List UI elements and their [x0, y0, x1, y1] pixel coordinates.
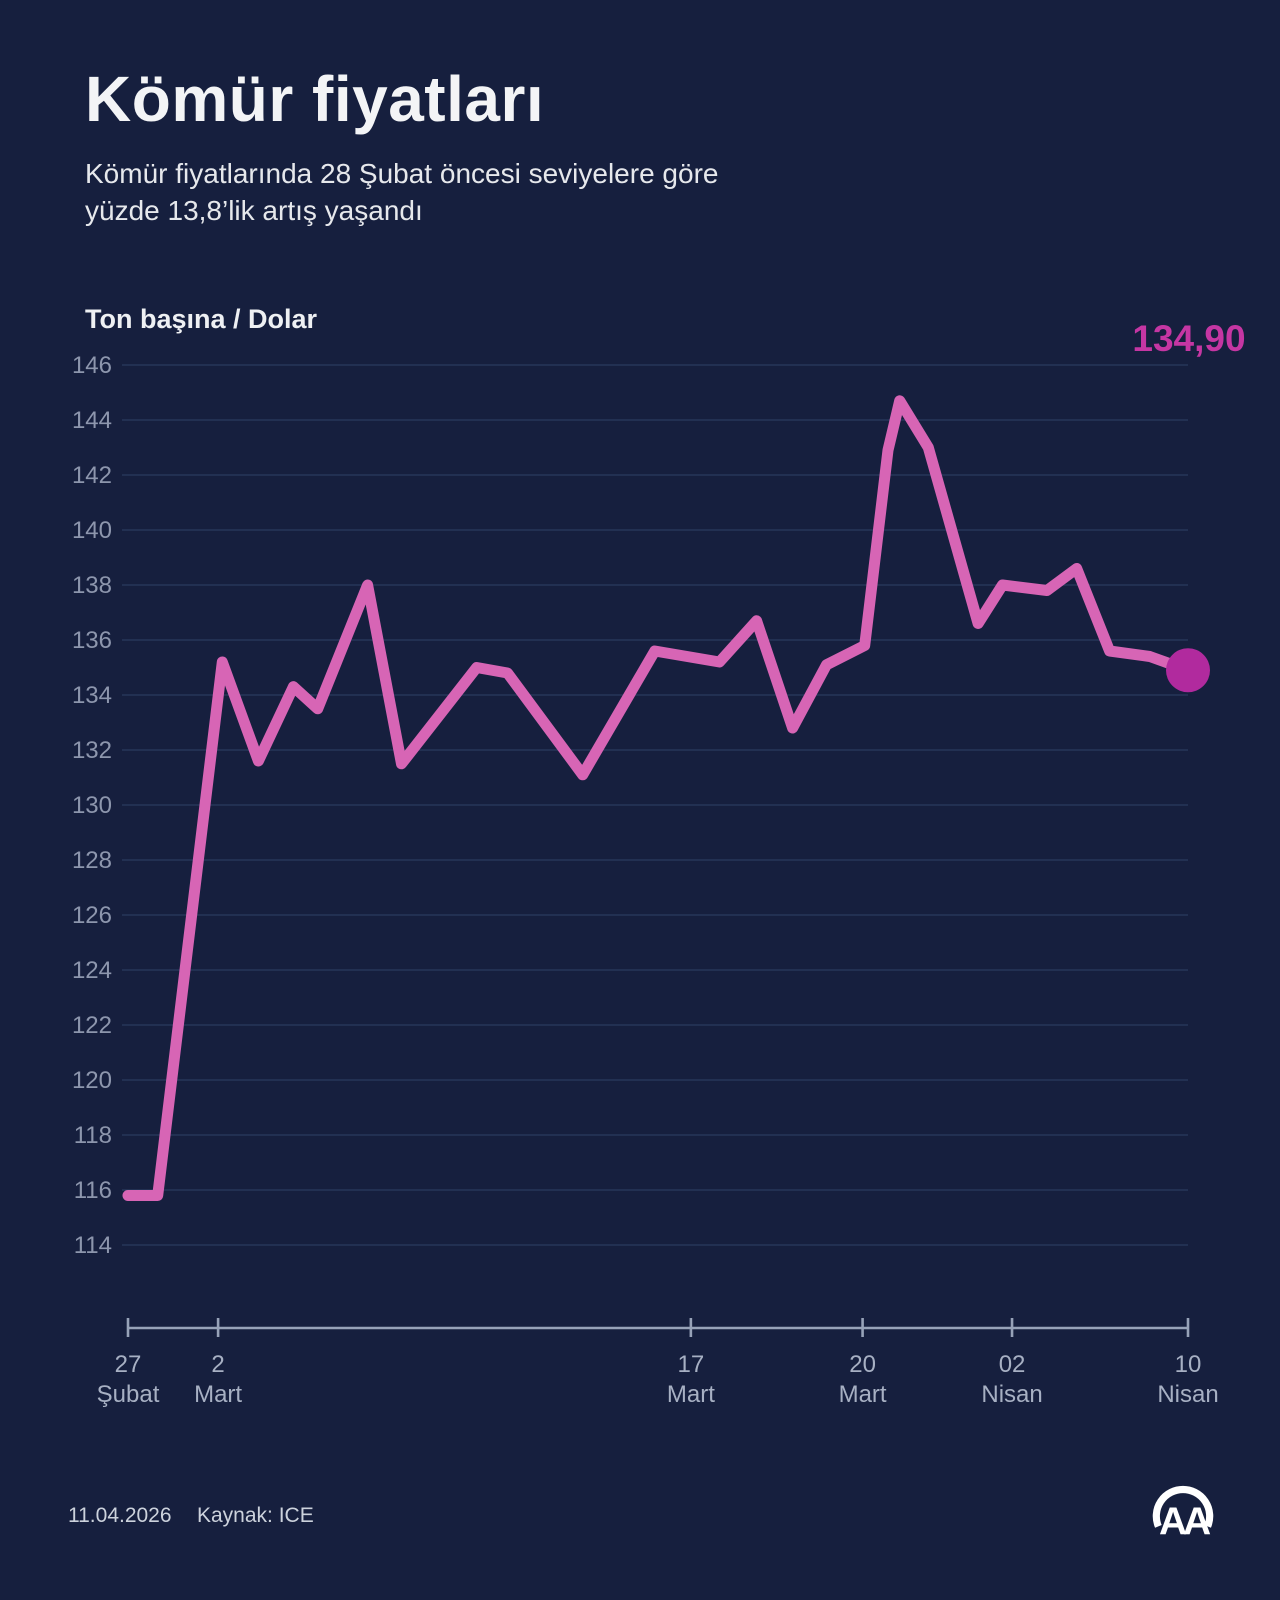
svg-text:20: 20 [849, 1351, 876, 1378]
y-tick-label: 130 [72, 792, 112, 819]
y-tick-label: 138 [72, 572, 112, 599]
y-tick-label: 142 [72, 462, 112, 489]
y-tick-label: 134 [72, 682, 112, 709]
aa-logo: AA [1152, 1485, 1215, 1544]
x-tick-label: 2 Mart [194, 1351, 242, 1408]
y-tick-label: 118 [74, 1122, 112, 1149]
svg-text:17: 17 [678, 1351, 705, 1378]
end-point-dot [1166, 648, 1210, 693]
svg-text:Mart: Mart [194, 1381, 242, 1408]
page-subtitle: Kömür fiyatlarında 28 Şubat öncesi seviy… [85, 158, 719, 226]
page-title: Kömür fiyatları [85, 63, 545, 135]
price-line [122, 395, 1194, 1201]
svg-text:2: 2 [211, 1351, 224, 1378]
y-tick-label: 120 [72, 1067, 112, 1094]
svg-text:27: 27 [115, 1351, 142, 1378]
svg-text:Nisan: Nisan [1157, 1381, 1218, 1408]
y-tick-label: 144 [72, 407, 112, 434]
y-tick-label: 124 [72, 957, 112, 984]
aa-logo-arc [1152, 1485, 1214, 1528]
y-tick-label: 126 [72, 902, 112, 929]
svg-text:02: 02 [999, 1351, 1026, 1378]
y-tick-label: 116 [74, 1177, 112, 1204]
end-value-label: 134,90 [1132, 318, 1246, 359]
y-tick-label: 132 [72, 737, 112, 764]
y-tick-label: 114 [74, 1232, 112, 1259]
x-tick-label: 02 Nisan [981, 1351, 1042, 1408]
footer-source: Kaynak: ICE [197, 1504, 314, 1527]
y-tick-label: 146 [72, 352, 112, 379]
svg-text:Mart: Mart [667, 1381, 715, 1408]
svg-text:Şubat: Şubat [97, 1381, 160, 1408]
x-tick-label: 17 Mart [667, 1351, 715, 1408]
y-tick-label: 140 [72, 517, 112, 544]
header: Kömür fiyatları Kömür fiyatlarında 28 Şu… [85, 62, 985, 230]
svg-text:Mart: Mart [839, 1381, 887, 1408]
x-axis: 27 Şubat 2 Mart 17 Mart 20 Mart 02 Nisan 10 Nisan [97, 1318, 1219, 1408]
x-tick-label: 27 Şubat [97, 1351, 160, 1408]
gridlines [122, 364, 1188, 1246]
x-tick-label: 20 Mart [839, 1351, 887, 1408]
aa-logo-letters: AA [1159, 1501, 1211, 1544]
x-tick-label: 10 Nisan [1157, 1351, 1218, 1408]
svg-text:Nisan: Nisan [981, 1381, 1042, 1408]
axis-unit-label: Ton başına / Dolar [85, 304, 318, 334]
svg-text:10: 10 [1175, 1351, 1202, 1378]
y-axis-labels: 146 144 142 140 138 136 134 132 130 128 126 124 122 1… [72, 352, 112, 1259]
y-tick-label: 122 [72, 1012, 112, 1039]
y-tick-label: 136 [72, 627, 112, 654]
footer-date: 11.04.2026 [68, 1504, 172, 1527]
y-tick-label: 128 [72, 847, 112, 874]
